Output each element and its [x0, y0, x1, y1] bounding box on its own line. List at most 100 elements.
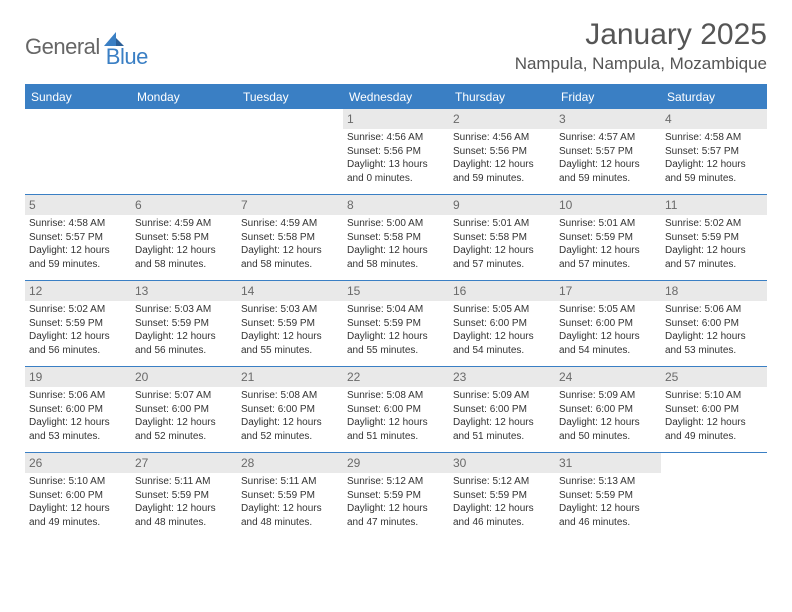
day-number: 11 — [661, 194, 767, 215]
day-details: Sunrise: 4:56 AMSunset: 5:56 PMDaylight:… — [343, 129, 449, 189]
daylight-line: Daylight: 12 hours and 51 minutes. — [347, 416, 445, 443]
sunrise-line: Sunrise: 5:04 AM — [347, 303, 445, 317]
day-number: 3 — [555, 108, 661, 129]
logo-text-general: General — [25, 34, 100, 60]
day-number: 12 — [25, 280, 131, 301]
sunrise-line: Sunrise: 4:56 AM — [347, 131, 445, 145]
daylight-line: Daylight: 12 hours and 49 minutes. — [29, 502, 127, 529]
calendar-cell: 20Sunrise: 5:07 AMSunset: 6:00 PMDayligh… — [131, 366, 237, 452]
day-details: Sunrise: 5:06 AMSunset: 6:00 PMDaylight:… — [661, 301, 767, 361]
day-details: Sunrise: 5:05 AMSunset: 6:00 PMDaylight:… — [555, 301, 661, 361]
daylight-line: Daylight: 12 hours and 55 minutes. — [347, 330, 445, 357]
sunrise-line: Sunrise: 5:11 AM — [241, 475, 339, 489]
day-details: Sunrise: 5:09 AMSunset: 6:00 PMDaylight:… — [555, 387, 661, 447]
sunrise-line: Sunrise: 5:00 AM — [347, 217, 445, 231]
calendar-cell: 22Sunrise: 5:08 AMSunset: 6:00 PMDayligh… — [343, 366, 449, 452]
sunrise-line: Sunrise: 5:07 AM — [135, 389, 233, 403]
sunset-line: Sunset: 5:57 PM — [559, 145, 657, 159]
daylight-line: Daylight: 13 hours and 0 minutes. — [347, 158, 445, 185]
sunset-line: Sunset: 5:58 PM — [347, 231, 445, 245]
sunrise-line: Sunrise: 5:08 AM — [347, 389, 445, 403]
daylight-line: Daylight: 12 hours and 46 minutes. — [453, 502, 551, 529]
daylight-line: Daylight: 12 hours and 58 minutes. — [135, 244, 233, 271]
day-number: 7 — [237, 194, 343, 215]
day-details: Sunrise: 5:12 AMSunset: 5:59 PMDaylight:… — [343, 473, 449, 533]
sunset-line: Sunset: 6:00 PM — [453, 403, 551, 417]
day-details: Sunrise: 5:02 AMSunset: 5:59 PMDaylight:… — [661, 215, 767, 275]
calendar-cell — [25, 108, 131, 194]
sunset-line: Sunset: 5:59 PM — [347, 317, 445, 331]
day-number: 6 — [131, 194, 237, 215]
day-details: Sunrise: 4:58 AMSunset: 5:57 PMDaylight:… — [661, 129, 767, 189]
day-details: Sunrise: 5:04 AMSunset: 5:59 PMDaylight:… — [343, 301, 449, 361]
sunset-line: Sunset: 5:59 PM — [241, 317, 339, 331]
sunrise-line: Sunrise: 5:09 AM — [453, 389, 551, 403]
month-title: January 2025 — [515, 18, 767, 52]
calendar-cell: 7Sunrise: 4:59 AMSunset: 5:58 PMDaylight… — [237, 194, 343, 280]
daylight-line: Daylight: 12 hours and 57 minutes. — [559, 244, 657, 271]
day-number: 2 — [449, 108, 555, 129]
day-number: 1 — [343, 108, 449, 129]
weekday-header: Sunday — [25, 85, 131, 108]
daylight-line: Daylight: 12 hours and 56 minutes. — [29, 330, 127, 357]
day-details: Sunrise: 5:11 AMSunset: 5:59 PMDaylight:… — [237, 473, 343, 533]
daylight-line: Daylight: 12 hours and 54 minutes. — [559, 330, 657, 357]
calendar-cell: 23 Sunrise: 5:09 AMSunset: 6:00 PMDayligh… — [449, 366, 555, 452]
day-details: Sunrise: 5:11 AMSunset: 5:59 PMDaylight:… — [131, 473, 237, 533]
calendar-cell: 21Sunrise: 5:08 AMSunset: 6:00 PMDayligh… — [237, 366, 343, 452]
daylight-line: Daylight: 12 hours and 56 minutes. — [135, 330, 233, 357]
sunset-line: Sunset: 5:58 PM — [241, 231, 339, 245]
sunrise-line: Sunrise: 5:09 AM — [559, 389, 657, 403]
sunset-line: Sunset: 5:59 PM — [559, 231, 657, 245]
sunset-line: Sunset: 5:59 PM — [135, 317, 233, 331]
daylight-line: Daylight: 12 hours and 48 minutes. — [135, 502, 233, 529]
calendar-cell: 30Sunrise: 5:12 AMSunset: 5:59 PMDayligh… — [449, 452, 555, 538]
weekday-header: Tuesday — [237, 85, 343, 108]
day-details: Sunrise: 5:08 AMSunset: 6:00 PMDaylight:… — [343, 387, 449, 447]
daylight-line: Daylight: 12 hours and 52 minutes. — [135, 416, 233, 443]
weekday-header: Thursday — [449, 85, 555, 108]
daylight-line: Daylight: 12 hours and 59 minutes. — [665, 158, 763, 185]
sunset-line: Sunset: 5:59 PM — [347, 489, 445, 503]
daylight-line: Daylight: 12 hours and 51 minutes. — [453, 416, 551, 443]
daylight-line: Daylight: 12 hours and 48 minutes. — [241, 502, 339, 529]
day-number: 13 — [131, 280, 237, 301]
sunset-line: Sunset: 5:59 PM — [241, 489, 339, 503]
day-number: 5 — [25, 194, 131, 215]
sunset-line: Sunset: 5:59 PM — [559, 489, 657, 503]
day-number: 27 — [131, 452, 237, 473]
sunrise-line: Sunrise: 5:05 AM — [453, 303, 551, 317]
sunrise-line: Sunrise: 5:02 AM — [665, 217, 763, 231]
day-number: 23 — [449, 366, 555, 387]
daylight-line: Daylight: 12 hours and 57 minutes. — [453, 244, 551, 271]
day-number-blank — [237, 108, 343, 129]
daylight-line: Daylight: 12 hours and 53 minutes. — [29, 416, 127, 443]
sunrise-line: Sunrise: 5:13 AM — [559, 475, 657, 489]
sunset-line: Sunset: 6:00 PM — [665, 403, 763, 417]
day-number: 4 — [661, 108, 767, 129]
calendar-cell: 12Sunrise: 5:02 AMSunset: 5:59 PMDayligh… — [25, 280, 131, 366]
day-number: 19 — [25, 366, 131, 387]
calendar-table: Sunday Monday Tuesday Wednesday Thursday… — [25, 84, 767, 538]
calendar-week-row: 19Sunrise: 5:06 AMSunset: 6:00 PMDayligh… — [25, 366, 767, 452]
day-number-blank — [25, 108, 131, 129]
sunrise-line: Sunrise: 5:12 AM — [453, 475, 551, 489]
day-details: Sunrise: 5:01 AMSunset: 5:58 PMDaylight:… — [449, 215, 555, 275]
weekday-header: Saturday — [661, 85, 767, 108]
calendar-cell: 14Sunrise: 5:03 AMSunset: 5:59 PMDayligh… — [237, 280, 343, 366]
calendar-cell: 25Sunrise: 5:10 AMSunset: 6:00 PMDayligh… — [661, 366, 767, 452]
sunset-line: Sunset: 6:00 PM — [135, 403, 233, 417]
daylight-line: Daylight: 12 hours and 59 minutes. — [29, 244, 127, 271]
day-details: Sunrise: 5:10 AMSunset: 6:00 PMDaylight:… — [25, 473, 131, 533]
sunset-line: Sunset: 5:59 PM — [665, 231, 763, 245]
sunset-line: Sunset: 6:00 PM — [559, 317, 657, 331]
sunrise-line: Sunrise: 4:57 AM — [559, 131, 657, 145]
calendar-cell: 4Sunrise: 4:58 AMSunset: 5:57 PMDaylight… — [661, 108, 767, 194]
sunrise-line: Sunrise: 5:10 AM — [665, 389, 763, 403]
day-details: Sunrise: 5:03 AMSunset: 5:59 PMDaylight:… — [131, 301, 237, 361]
day-number: 21 — [237, 366, 343, 387]
calendar-cell: 13Sunrise: 5:03 AMSunset: 5:59 PMDayligh… — [131, 280, 237, 366]
daylight-line: Daylight: 12 hours and 54 minutes. — [453, 330, 551, 357]
sunset-line: Sunset: 6:00 PM — [453, 317, 551, 331]
sunrise-line: Sunrise: 4:59 AM — [135, 217, 233, 231]
